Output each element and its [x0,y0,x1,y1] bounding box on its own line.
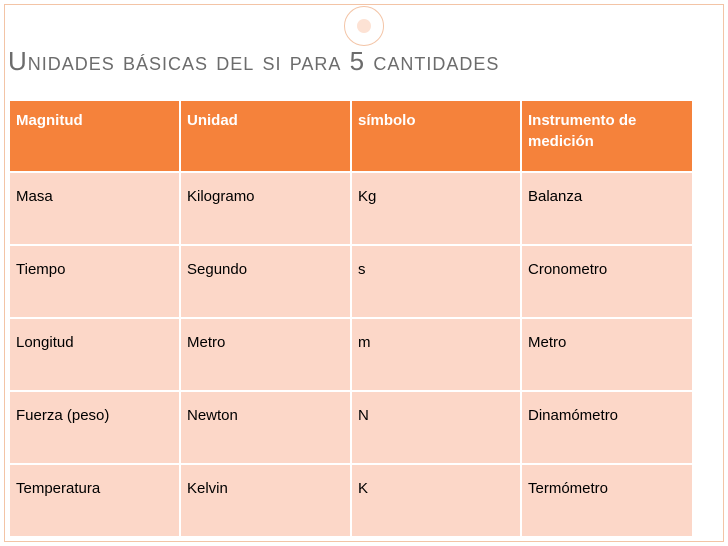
table-row: Tiempo Segundo s Cronometro [10,245,694,319]
header-simbolo: símbolo [351,101,522,173]
cell-instrumento: Cronometro [521,245,694,319]
decorative-circle-icon [344,6,384,46]
cell-unidad: Kelvin [180,464,352,538]
header-unidad: Unidad [180,101,352,173]
table-row: Masa Kilogramo Kg Balanza [10,172,694,246]
cell-simbolo: K [351,464,522,538]
slide-title: Unidades básicas del si para 5 cantidade… [8,46,500,76]
table-row: Fuerza (peso) Newton N Dinamómetro [10,391,694,465]
cell-instrumento: Metro [521,318,694,392]
header-instrumento: Instrumento de medición [521,101,694,173]
cell-magnitud: Fuerza (peso) [10,391,181,465]
table-header-row: Magnitud Unidad símbolo Instrumento de m… [10,101,694,173]
cell-magnitud: Masa [10,172,181,246]
table-row: Temperatura Kelvin K Termómetro [10,464,694,538]
cell-unidad: Newton [180,391,352,465]
units-table: Magnitud Unidad símbolo Instrumento de m… [10,101,694,538]
cell-magnitud: Tiempo [10,245,181,319]
cell-instrumento: Termómetro [521,464,694,538]
cell-magnitud: Temperatura [10,464,181,538]
cell-unidad: Metro [180,318,352,392]
slide-frame [4,4,724,542]
header-magnitud: Magnitud [10,101,181,173]
cell-simbolo: Kg [351,172,522,246]
cell-instrumento: Dinamómetro [521,391,694,465]
cell-unidad: Segundo [180,245,352,319]
cell-simbolo: m [351,318,522,392]
cell-unidad: Kilogramo [180,172,352,246]
cell-magnitud: Longitud [10,318,181,392]
table-row: Longitud Metro m Metro [10,318,694,392]
cell-simbolo: s [351,245,522,319]
cell-instrumento: Balanza [521,172,694,246]
cell-simbolo: N [351,391,522,465]
